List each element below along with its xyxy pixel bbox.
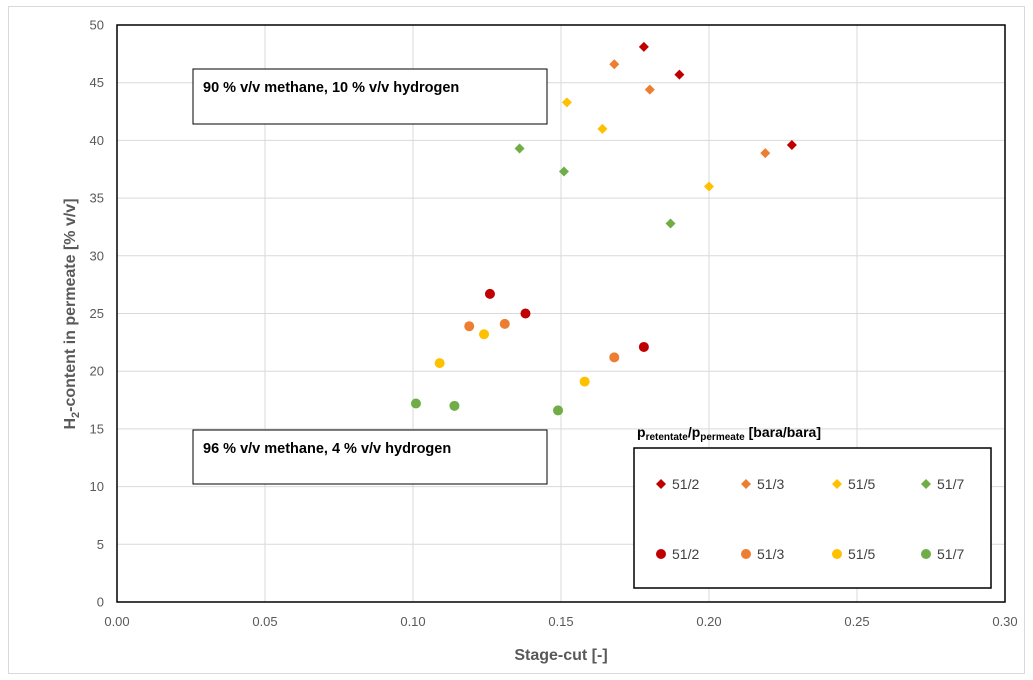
x-tick-label: 0.25 — [844, 614, 869, 629]
legend-label: 51/3 — [757, 546, 784, 562]
data-point-diamond — [704, 181, 714, 192]
data-point-circle — [499, 318, 510, 329]
x-axis-title: Stage-cut [-] — [514, 647, 607, 664]
x-tick-label: 0.05 — [252, 614, 277, 629]
legend-title-sub1: retentate — [646, 432, 689, 443]
legend: 51/2 51/3 51/5 51/7 51/2 51/3 51/5 51/7 — [656, 476, 964, 562]
data-point-circle — [520, 308, 531, 319]
y-tick-label: 30 — [90, 248, 104, 263]
data-point-circle — [484, 288, 495, 299]
chart-frame — [8, 6, 1025, 674]
y-tick-label: 25 — [90, 306, 104, 321]
data-point-circle — [410, 398, 421, 409]
annotation-box-10-hydrogen — [192, 68, 548, 125]
data-point-circle — [449, 400, 460, 411]
data-point-diamond — [665, 218, 676, 229]
legend-marker — [741, 479, 751, 489]
y-axis-title-rest: -content in permeate [% v/v] — [62, 198, 79, 411]
legend-title: pretentate/ppermeate [bara/bara] — [637, 424, 821, 443]
plot-area-border — [116, 24, 1006, 603]
y-tick-label: 40 — [90, 133, 104, 148]
y-tick-label: 15 — [90, 421, 104, 436]
y-tick-label: 35 — [90, 191, 104, 206]
y-axis-ticks: 0 5 10 15 20 25 30 35 40 45 50 — [90, 18, 104, 610]
legend-item-circle-51-3: 51/3 — [741, 546, 784, 562]
legend-marker — [832, 479, 842, 489]
data-point-diamond — [561, 97, 572, 108]
data-point-circle — [479, 329, 490, 340]
series-circle-51-2 — [484, 288, 649, 352]
data-point-diamond — [644, 84, 655, 95]
data-point-diamond — [674, 69, 685, 80]
x-tick-label: 0.30 — [992, 614, 1017, 629]
data-point-diamond — [638, 41, 649, 52]
legend-item-circle-51-5: 51/5 — [832, 546, 875, 562]
data-point-circle — [464, 321, 475, 332]
data-point-circle — [579, 376, 590, 387]
legend-marker — [921, 549, 931, 559]
series-circle-51-3 — [464, 318, 620, 363]
legend-box — [633, 447, 992, 589]
x-tick-label: 0.20 — [696, 614, 721, 629]
y-tick-label: 0 — [97, 595, 104, 610]
annotation-box-4-hydrogen — [192, 429, 548, 485]
series-diamond-51-3 — [609, 59, 771, 159]
legend-label: 51/7 — [937, 546, 964, 562]
series-diamond-51-5 — [561, 97, 714, 192]
data-point-diamond — [786, 140, 797, 151]
x-tick-label: 0.10 — [400, 614, 425, 629]
series-circle-51-5 — [434, 329, 590, 387]
legend-item-diamond-51-3: 51/3 — [741, 476, 784, 492]
y-tick-label: 5 — [97, 537, 104, 552]
data-point-diamond — [558, 166, 569, 177]
legend-item-diamond-51-7: 51/7 — [921, 476, 964, 492]
data-point-diamond — [514, 143, 525, 154]
y-tick-label: 45 — [90, 75, 104, 90]
x-axis-ticks: 0.00 0.05 0.10 0.15 0.20 0.25 0.30 — [104, 614, 1017, 629]
data-point-circle — [638, 341, 649, 352]
x-tick-label: 0.15 — [548, 614, 573, 629]
y-axis-title-subscript: 2 — [70, 412, 82, 418]
legend-title-sub2: permeate — [700, 432, 745, 443]
legend-title-p: p — [637, 424, 646, 440]
legend-marker — [656, 479, 666, 489]
y-tick-label: 50 — [90, 18, 104, 33]
legend-item-diamond-51-5: 51/5 — [832, 476, 875, 492]
legend-item-diamond-51-2: 51/2 — [656, 476, 699, 492]
legend-marker — [832, 549, 842, 559]
legend-marker — [921, 479, 931, 489]
legend-label: 51/7 — [937, 476, 964, 492]
y-tick-label: 10 — [90, 479, 104, 494]
y-axis-title-main: H — [62, 418, 79, 430]
data-point-diamond — [609, 59, 620, 70]
series-diamond-51-7 — [514, 143, 676, 229]
legend-marker — [741, 549, 751, 559]
series-circle-51-7 — [410, 398, 564, 416]
legend-label: 51/5 — [848, 546, 875, 562]
legend-item-circle-51-2: 51/2 — [656, 546, 699, 562]
y-axis-title: H2-content in permeate [% v/v] — [62, 198, 82, 429]
legend-label: 51/5 — [848, 476, 875, 492]
data-point-circle — [553, 405, 564, 416]
legend-item-circle-51-7: 51/7 — [921, 546, 964, 562]
data-point-diamond — [597, 123, 608, 134]
legend-title-slash: /p — [688, 424, 700, 440]
data-point-diamond — [760, 148, 771, 159]
annotation-10-hydrogen: 90 % v/v methane, 10 % v/v hydrogen — [203, 80, 459, 96]
x-tick-label: 0.00 — [104, 614, 129, 629]
series-diamond-51-2 — [638, 41, 797, 151]
annotation-4-hydrogen: 96 % v/v methane, 4 % v/v hydrogen — [203, 441, 451, 457]
data-points — [410, 41, 797, 416]
legend-label: 51/2 — [672, 476, 699, 492]
legend-label: 51/3 — [757, 476, 784, 492]
y-tick-label: 20 — [90, 364, 104, 379]
data-point-circle — [609, 352, 620, 363]
legend-label: 51/2 — [672, 546, 699, 562]
legend-title-unit: [bara/bara] — [745, 424, 821, 440]
data-point-circle — [434, 358, 445, 369]
legend-marker — [656, 549, 666, 559]
